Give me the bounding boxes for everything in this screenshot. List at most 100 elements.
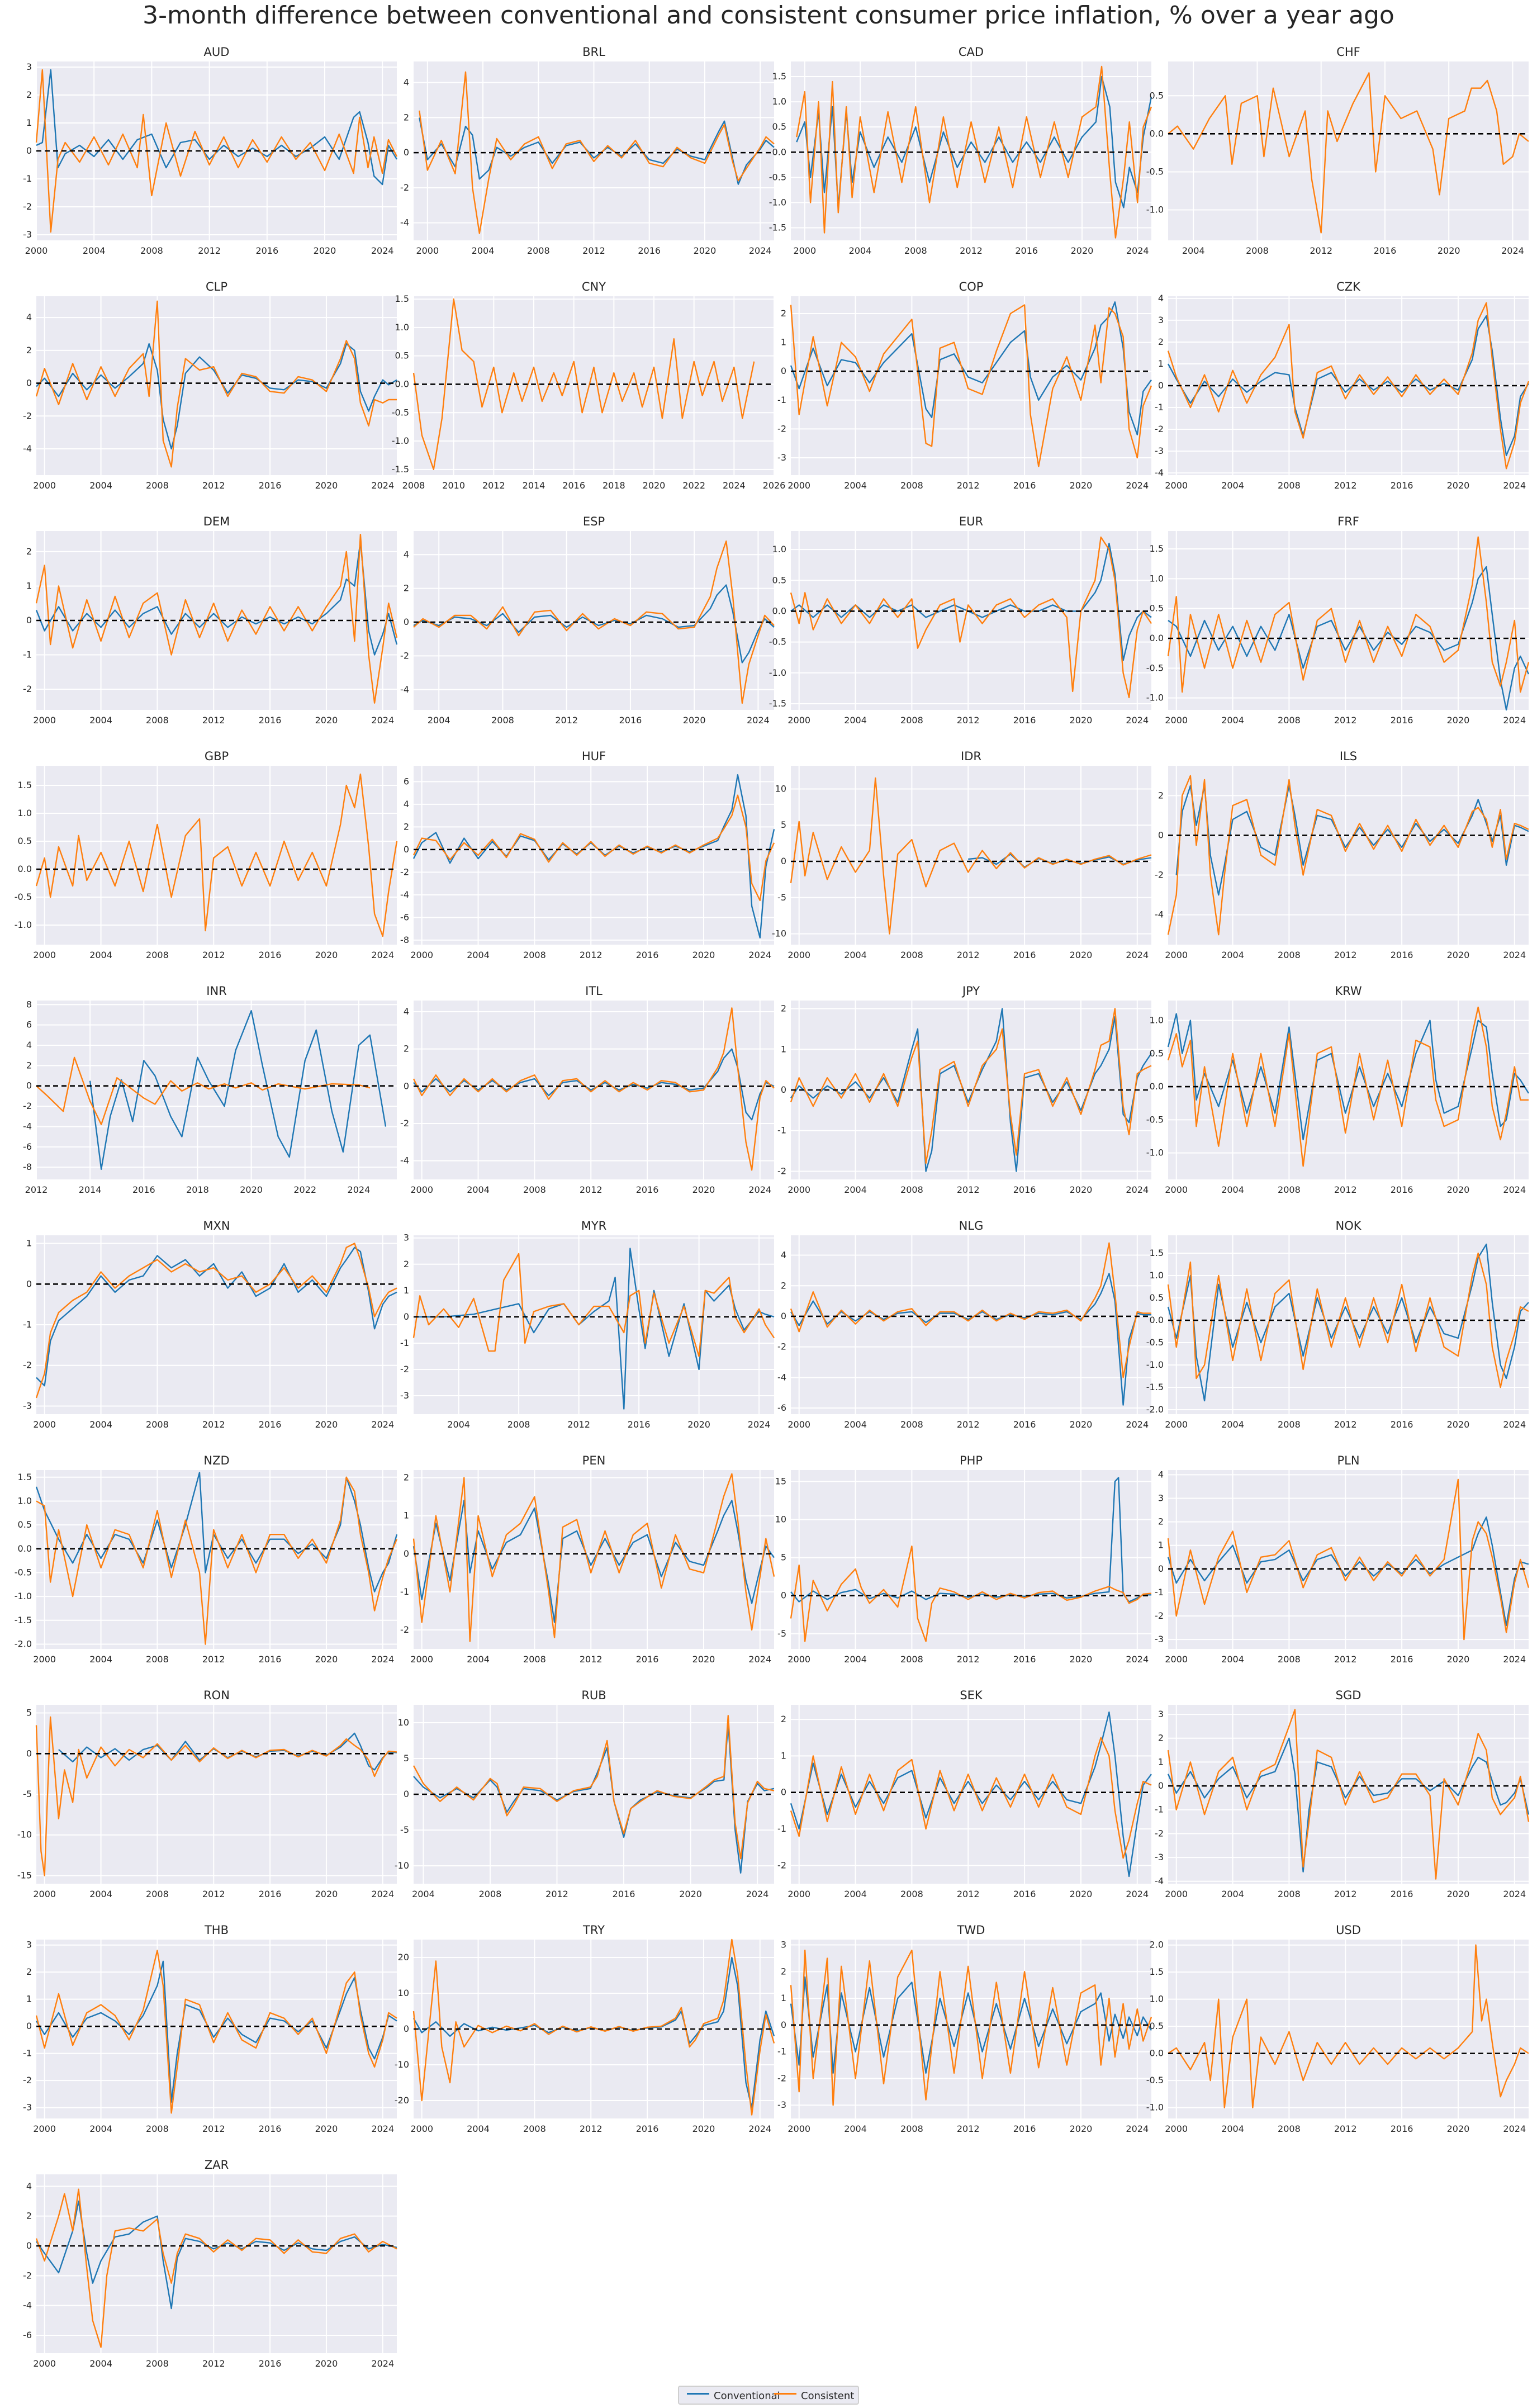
x-tick-label: 2008 bbox=[527, 245, 550, 256]
series-line-consistent bbox=[796, 65, 1152, 239]
panel-title: KRW bbox=[1335, 984, 1362, 998]
y-tick-label: 3 bbox=[1158, 1493, 1164, 1504]
x-tick-label: 2012 bbox=[1334, 1889, 1357, 1899]
y-tick-label: -1.5 bbox=[769, 698, 786, 709]
x-tick-label: 2000 bbox=[788, 1184, 810, 1195]
series-line-consistent bbox=[35, 1716, 397, 1876]
y-tick-label: -4 bbox=[1155, 909, 1164, 920]
x-tick-label: 2024 bbox=[371, 950, 394, 960]
y-tick-label: 1 bbox=[404, 1510, 409, 1521]
panel-title: SEK bbox=[960, 1689, 983, 1702]
series-line-conventional bbox=[36, 69, 398, 186]
x-tick-label: 2008 bbox=[479, 1889, 502, 1899]
y-tick-label: -2 bbox=[23, 1360, 32, 1371]
x-tick-label: 2000 bbox=[410, 2123, 433, 2134]
y-tick-label: -1.0 bbox=[1146, 1359, 1164, 1370]
y-tick-label: -10 bbox=[395, 2059, 409, 2070]
panel-title: GBP bbox=[205, 750, 229, 763]
y-tick-label: 3 bbox=[404, 1233, 409, 1243]
x-tick-label: 2000 bbox=[33, 480, 56, 491]
x-tick-label: 2016 bbox=[1391, 480, 1413, 491]
panel-pln: 2000 2004 2008 2012 2016 2020 2024 -3 -2 -1 0 1 2 3 4 P… bbox=[1155, 1454, 1530, 1665]
series-line-consistent bbox=[35, 300, 397, 468]
y-tick-label: -4 bbox=[400, 889, 409, 900]
y-tick-label: 0.5 bbox=[18, 1519, 32, 1530]
panel-title: COP bbox=[959, 280, 984, 293]
y-tick-label: 0.5 bbox=[1150, 90, 1164, 101]
y-tick-label: 20 bbox=[398, 1952, 409, 1963]
x-tick-label: 2024 bbox=[1503, 1889, 1526, 1899]
x-tick-label: 2020 bbox=[1070, 1184, 1093, 1195]
x-tick-label: 2012 bbox=[198, 245, 221, 256]
y-tick-label: -0.5 bbox=[15, 1567, 32, 1577]
x-tick-label: 2008 bbox=[523, 1184, 546, 1195]
y-tick-label: 1.5 bbox=[18, 780, 32, 790]
y-tick-label: 1.5 bbox=[1150, 543, 1164, 554]
legend-swatch-consistent bbox=[774, 2393, 796, 2395]
y-tick-label: 2.0 bbox=[1150, 1940, 1164, 1950]
x-tick-label: 2016 bbox=[1374, 245, 1397, 256]
y-tick-label: 2 bbox=[404, 1259, 409, 1269]
panel-sek: 2000 2004 2008 2012 2016 2020 2024 -2 -1 0 1 2 SEK bbox=[777, 1689, 1152, 1899]
x-tick-label: 2016 bbox=[1391, 1889, 1413, 1899]
x-tick-label: 2012 bbox=[957, 1419, 980, 1430]
y-tick-label: 0 bbox=[1158, 829, 1164, 840]
x-tick-label: 2024 bbox=[371, 2123, 394, 2134]
x-tick-label: 2004 bbox=[467, 950, 490, 960]
x-tick-label: 2016 bbox=[1013, 950, 1036, 960]
y-tick-label: 1.5 bbox=[395, 293, 409, 304]
panel-usd: 2000 2004 2008 2012 2016 2020 2024 -1.0 -0.5 0.0 0… bbox=[1146, 1923, 1529, 2134]
series-line-consistent bbox=[412, 1714, 775, 1860]
panel-title: NLG bbox=[959, 1219, 984, 1233]
series-line-consistent bbox=[412, 794, 775, 902]
y-tick-label: 0 bbox=[404, 1311, 409, 1322]
x-tick-label: 2000 bbox=[1165, 2123, 1188, 2134]
plot-area bbox=[1168, 61, 1529, 240]
x-tick-label: 2016 bbox=[1013, 1889, 1036, 1899]
x-tick-label: 2024 bbox=[371, 1889, 394, 1899]
panel-title: THB bbox=[204, 1923, 229, 1937]
series-line-conventional bbox=[790, 1477, 1151, 1603]
x-tick-label: 2008 bbox=[904, 245, 927, 256]
x-tick-label: 2008 bbox=[146, 1654, 169, 1665]
y-tick-label: -3 bbox=[777, 452, 786, 463]
y-tick-label: 1.0 bbox=[1150, 1270, 1164, 1281]
panel-rub: 2004 2008 2012 2016 2020 2024 -10 -5 0 5 10 RUB bbox=[395, 1689, 775, 1899]
x-tick-label: 2014 bbox=[523, 480, 545, 491]
x-tick-label: 2012 bbox=[1334, 1654, 1357, 1665]
x-tick-label: 2024 bbox=[748, 2123, 771, 2134]
panel-title: ESP bbox=[583, 515, 605, 528]
x-tick-label: 2004 bbox=[467, 1184, 490, 1195]
y-tick-label: 2 bbox=[404, 1044, 409, 1054]
x-tick-label: 2012 bbox=[567, 1419, 590, 1430]
panel-title: NOK bbox=[1335, 1219, 1362, 1233]
y-tick-label: 2 bbox=[404, 1472, 409, 1483]
plot-area bbox=[36, 1470, 397, 1649]
x-tick-label: 2012 bbox=[202, 2358, 225, 2369]
y-tick-label: -1 bbox=[23, 650, 32, 660]
y-tick-label: -6 bbox=[23, 1141, 32, 1152]
x-tick-label: 2012 bbox=[957, 950, 980, 960]
series-line-consistent bbox=[1167, 775, 1529, 936]
y-tick-label: -2 bbox=[777, 1165, 786, 1176]
panel-title: PHP bbox=[960, 1454, 983, 1467]
panel-ils: 2000 2004 2008 2012 2016 2020 2024 -4 -2 0 2 ILS bbox=[1155, 750, 1529, 960]
x-tick-label: 2024 bbox=[1503, 1654, 1526, 1665]
panel-title: AUD bbox=[204, 45, 230, 59]
y-tick-label: 0 bbox=[26, 2240, 32, 2251]
y-tick-label: 4 bbox=[26, 312, 32, 323]
x-tick-label: 2020 bbox=[315, 480, 338, 491]
x-tick-label: 2016 bbox=[1013, 715, 1036, 726]
x-tick-label: 2016 bbox=[259, 1889, 282, 1899]
x-tick-label: 2022 bbox=[682, 480, 705, 491]
x-tick-label: 2008 bbox=[146, 480, 169, 491]
panel-esp: 2004 2008 2012 2016 2020 2024 -4 -2 0 2 4 ESP bbox=[400, 515, 775, 726]
y-tick-label: 0 bbox=[26, 378, 32, 388]
series-line-consistent bbox=[790, 1008, 1152, 1164]
plot-area bbox=[36, 2174, 397, 2353]
panel-inr: 2012 2014 2016 2018 2020 2022 2024 -8 -6 -4 -2 0 2 4 6… bbox=[23, 984, 397, 1195]
y-tick-label: 0 bbox=[781, 1590, 786, 1601]
series-line-consistent bbox=[35, 1950, 397, 2114]
x-tick-label: 2000 bbox=[788, 1654, 810, 1665]
plot-area bbox=[791, 531, 1151, 710]
